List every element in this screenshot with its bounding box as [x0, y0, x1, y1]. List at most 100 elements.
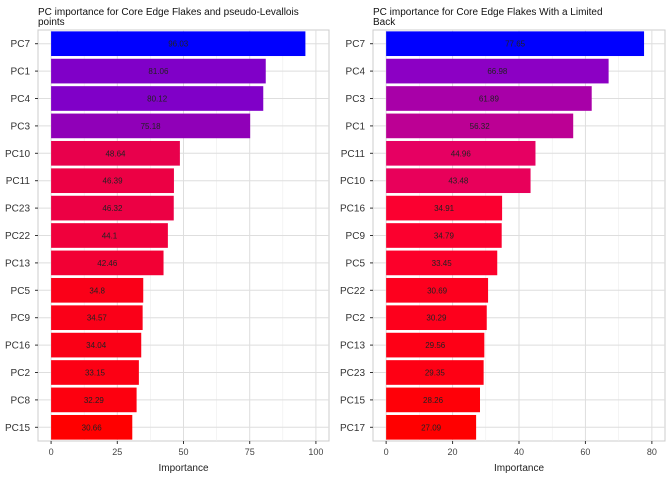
chart-1-bar-pc15 — [51, 414, 133, 440]
chart-2-category-label: PC1 — [346, 121, 366, 132]
chart-2-bar-pc9 — [386, 223, 502, 248]
chart-2-value-label: 61.89 — [479, 95, 500, 104]
chart-1-category-label: PC3 — [11, 121, 31, 132]
chart-1-category-label: PC15 — [5, 423, 30, 434]
chart-2-category-label: PC16 — [340, 204, 365, 215]
chart-2-category-label: PC2 — [346, 313, 366, 324]
chart-1-value-label: 46.32 — [102, 204, 123, 213]
chart-2-title-line: PC importance for Core Edge Flakes With … — [373, 7, 603, 18]
chart-1-category-label: PC9 — [11, 313, 31, 324]
chart-1-x-tick-label: 0 — [49, 447, 54, 457]
chart-1-category-label: PC22 — [5, 231, 30, 242]
chart-1-bar-pc5 — [51, 277, 144, 303]
chart-2-value-label: 33.45 — [432, 259, 453, 268]
chart-2-value-label: 66.98 — [487, 67, 508, 76]
chart-1-category-label: PC1 — [11, 67, 31, 78]
chart-2-value-label: 30.69 — [427, 286, 448, 295]
chart-2-category-label: PC10 — [340, 176, 365, 187]
chart-1-category-label: PC4 — [11, 94, 31, 105]
chart-1-category-label: PC23 — [5, 204, 30, 215]
chart-2-bar-pc5 — [386, 250, 498, 276]
chart-2-value-label: 34.79 — [434, 232, 455, 241]
chart-1-x-tick-label: 75 — [245, 447, 255, 457]
chart-2-category-label: PC4 — [346, 67, 366, 78]
chart-1-value-label: 96.03 — [168, 40, 189, 49]
chart-2-value-label: 30.29 — [426, 314, 447, 323]
chart-2-category-label: PC22 — [340, 286, 365, 297]
chart-2-bar-pc2 — [386, 305, 487, 331]
chart-1-x-axis-label: Importance — [158, 463, 208, 474]
chart-2-bar-pc11 — [386, 140, 536, 166]
chart-2-bar-pc17 — [386, 414, 477, 440]
chart-1-title-line: points — [38, 17, 65, 28]
chart-1-bar-pc10 — [51, 140, 180, 166]
chart-2-bar-pc1 — [386, 113, 574, 139]
chart-1-category-label: PC11 — [6, 176, 31, 187]
chart-1-bar-pc23 — [51, 195, 174, 221]
chart-1-category-label: PC13 — [5, 258, 30, 269]
chart-1-category-label: PC8 — [11, 395, 31, 406]
chart-2-value-label: 77.65 — [505, 40, 526, 49]
chart-2-category-label: PC13 — [340, 341, 365, 352]
chart-1-category-label: PC16 — [5, 341, 30, 352]
chart-2-value-label: 29.56 — [425, 341, 446, 350]
chart-2-bar-pc13 — [386, 332, 485, 358]
chart-1-category-label: PC2 — [11, 368, 31, 379]
chart-1-value-label: 34.57 — [87, 314, 108, 323]
chart-1-category-label: PC10 — [5, 149, 30, 160]
chart-2-category-label: PC5 — [346, 258, 366, 269]
chart-2-category-label: PC3 — [346, 94, 366, 105]
chart-2-value-label: 43.48 — [448, 177, 469, 186]
chart-1-value-label: 30.66 — [82, 423, 103, 432]
chart-1-bar-pc2 — [51, 360, 139, 385]
chart-2-x-tick-label: 40 — [514, 447, 524, 457]
chart-1-value-label: 75.18 — [141, 122, 162, 131]
chart-2-bar-pc22 — [386, 277, 489, 303]
chart-1-value-label: 44.1 — [102, 232, 118, 241]
chart-2-category-label: PC17 — [340, 423, 365, 434]
chart-2-category-label: PC7 — [346, 39, 366, 50]
chart-2-value-label: 56.32 — [470, 122, 491, 131]
chart-2-x-tick-label: 80 — [647, 447, 657, 457]
chart-1-bar-pc1 — [51, 58, 266, 84]
chart-2-value-label: 28.26 — [423, 396, 444, 405]
chart-1-value-label: 46.39 — [103, 177, 124, 186]
chart-1-value-label: 33.15 — [85, 369, 106, 378]
chart-2-category-label: PC9 — [346, 231, 366, 242]
chart-1-x-tick-label: 25 — [112, 447, 122, 457]
chart-1-value-label: 32.29 — [84, 396, 105, 405]
chart-2-value-label: 44.96 — [451, 149, 472, 158]
chart-1-value-label: 34.8 — [89, 286, 105, 295]
chart-2-category-label: PC11 — [341, 149, 366, 160]
chart-1-category-label: PC7 — [11, 39, 31, 50]
chart-1-value-label: 34.04 — [86, 341, 107, 350]
chart-1-value-label: 80.12 — [147, 95, 168, 104]
chart-1-bar-pc7 — [51, 31, 306, 57]
chart-2-bar-pc16 — [386, 195, 503, 221]
chart-1-bar-pc16 — [51, 332, 142, 358]
chart-2-bar-pc4 — [386, 58, 609, 84]
chart-1-bar-pc9 — [51, 305, 143, 331]
chart-1-bar-pc13 — [51, 250, 164, 276]
chart-1-bar-pc11 — [51, 168, 174, 194]
chart-2-bar-pc23 — [386, 360, 484, 385]
chart-1-x-tick-label: 50 — [178, 447, 188, 457]
chart-1-bar-pc22 — [51, 223, 168, 248]
chart-2-bar-pc10 — [386, 168, 531, 194]
chart-2-x-tick-label: 20 — [448, 447, 458, 457]
chart-2-x-axis-label: Importance — [494, 463, 544, 474]
chart-2-x-tick-label: 0 — [384, 447, 389, 457]
chart-2-category-label: PC23 — [340, 368, 365, 379]
chart-1-bar-pc8 — [51, 387, 137, 413]
chart-2-title-line: Back — [373, 17, 396, 28]
chart-2-category-label: PC15 — [340, 395, 365, 406]
chart-1-value-label: 48.64 — [105, 149, 126, 158]
chart-1-value-label: 42.46 — [97, 259, 118, 268]
chart-1-bar-pc3 — [51, 113, 251, 139]
chart-2-value-label: 27.09 — [421, 423, 442, 432]
chart-2-bar-pc3 — [386, 86, 592, 111]
chart-2-bar-pc15 — [386, 387, 481, 413]
chart-1-x-tick-label: 100 — [308, 447, 323, 457]
